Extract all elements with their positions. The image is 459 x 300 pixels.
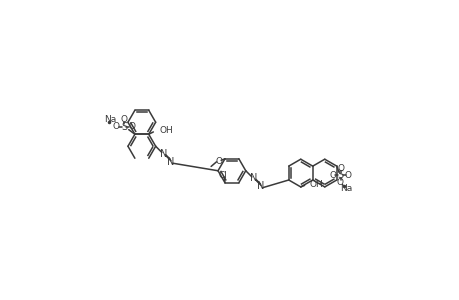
Text: S: S (121, 122, 127, 131)
Text: N: N (167, 157, 174, 166)
Text: O: O (112, 122, 120, 131)
Text: N: N (257, 181, 264, 191)
Text: OH: OH (309, 180, 323, 189)
Text: O: O (120, 115, 127, 124)
Text: O: O (215, 157, 222, 166)
Text: Na: Na (104, 115, 116, 124)
Text: O: O (128, 122, 135, 131)
Text: O: O (336, 178, 342, 187)
Text: O: O (329, 171, 336, 180)
Text: O: O (336, 164, 343, 173)
Text: N: N (159, 149, 167, 159)
Text: Cl: Cl (218, 171, 227, 180)
Text: N: N (249, 173, 257, 184)
Text: S: S (337, 170, 343, 180)
Text: Na: Na (339, 184, 351, 193)
Text: OH: OH (159, 126, 173, 135)
Text: O: O (344, 171, 351, 180)
